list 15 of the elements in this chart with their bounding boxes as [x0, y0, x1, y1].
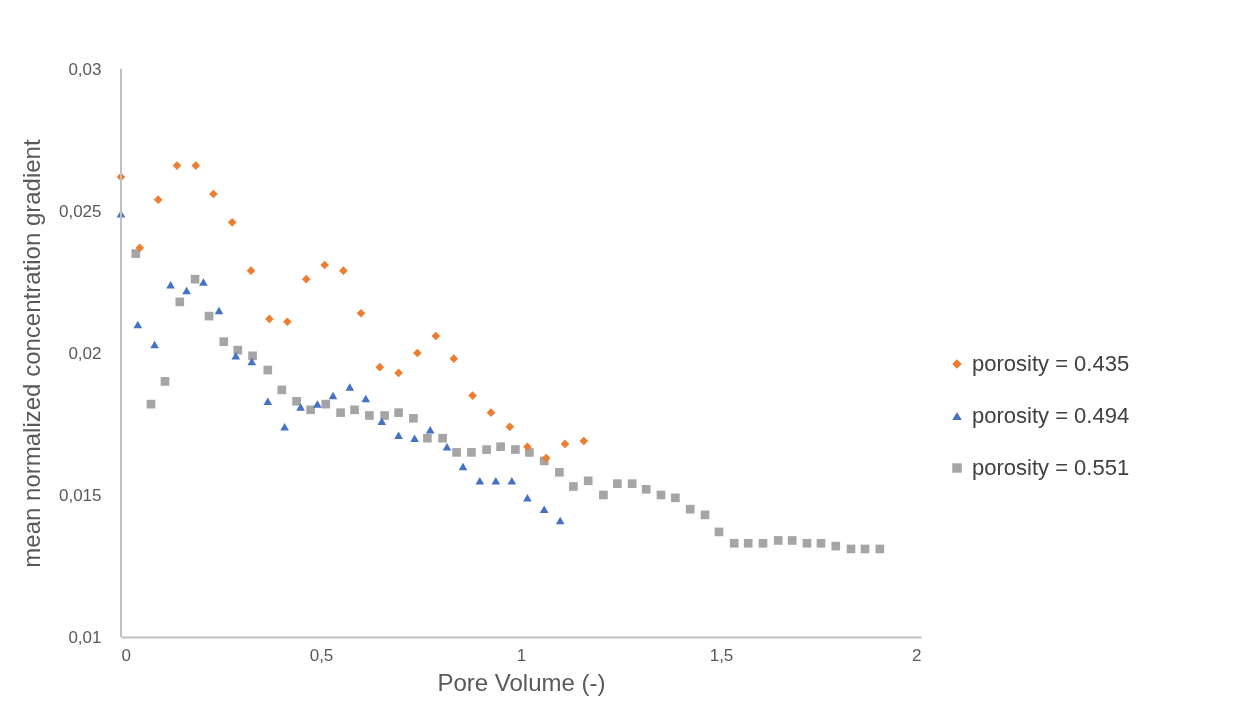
legend-label: porosity = 0.494 [972, 403, 1130, 428]
x-tick-label: 2 [912, 645, 922, 665]
legend-label: porosity = 0.435 [972, 351, 1130, 376]
y-tick-label: 0,03 [68, 59, 102, 79]
x-tick-label: 1 [516, 645, 527, 665]
y-tick-label: 0,025 [58, 201, 102, 221]
x-tick-label: 0 [121, 645, 131, 665]
x-tick-label: 1,5 [709, 645, 734, 665]
legend-label: porosity = 0.551 [972, 455, 1130, 480]
y-tick-label: 0,015 [58, 485, 102, 505]
x-tick-label: 0,5 [309, 645, 334, 665]
y-tick-label: 0,02 [68, 343, 102, 363]
y-tick-label: 0,01 [68, 627, 102, 647]
x-axis-title: Pore Volume (-) [437, 668, 606, 696]
y-axis-title: mean normalized concentration gradient [17, 139, 45, 568]
